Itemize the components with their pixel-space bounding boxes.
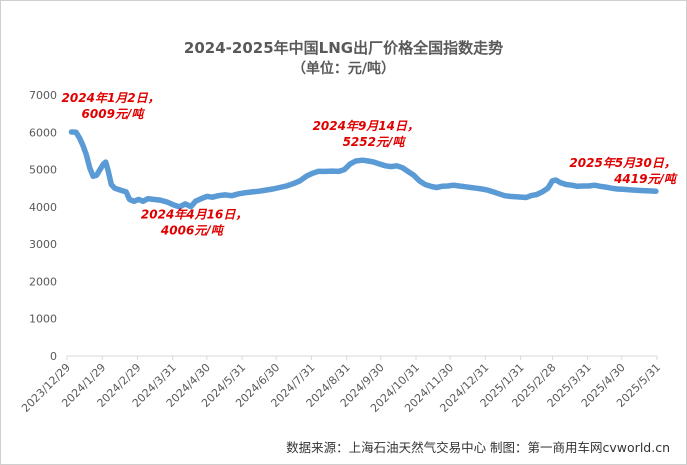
- y-tick-label: 7000: [29, 89, 57, 102]
- annotation-date: 2025年5月30日，: [569, 156, 675, 170]
- annotation-value: 4419元/吨: [613, 172, 678, 186]
- source-footer: 数据来源：上海石油天然气交易中心 制图：第一商用车网cvworld.cn: [286, 440, 670, 455]
- price-series-line: [68, 129, 659, 210]
- annotation-value: 6009元/吨: [82, 107, 146, 121]
- annotation-value: 5252元/吨: [343, 135, 407, 149]
- y-tick-label: 5000: [29, 164, 57, 177]
- y-tick-label: 6000: [29, 126, 57, 139]
- y-tick-label: 2000: [29, 275, 57, 288]
- annotation-date: 2024年4月16日，: [141, 208, 247, 222]
- annotation-date: 2024年9月14日，: [313, 119, 419, 133]
- y-tick-label: 0: [50, 350, 57, 363]
- annotation-value: 4006元/吨: [160, 224, 225, 238]
- y-tick-label: 3000: [29, 238, 57, 251]
- y-tick-label: 1000: [29, 313, 57, 326]
- annotation-date: 2024年1月2日，: [62, 91, 160, 105]
- chart-title: 2024-2025年中国LNG出厂价格全国指数走势: [183, 39, 504, 57]
- y-tick-label: 4000: [29, 201, 57, 214]
- chart-subtitle: （单位：元/吨）: [291, 61, 396, 77]
